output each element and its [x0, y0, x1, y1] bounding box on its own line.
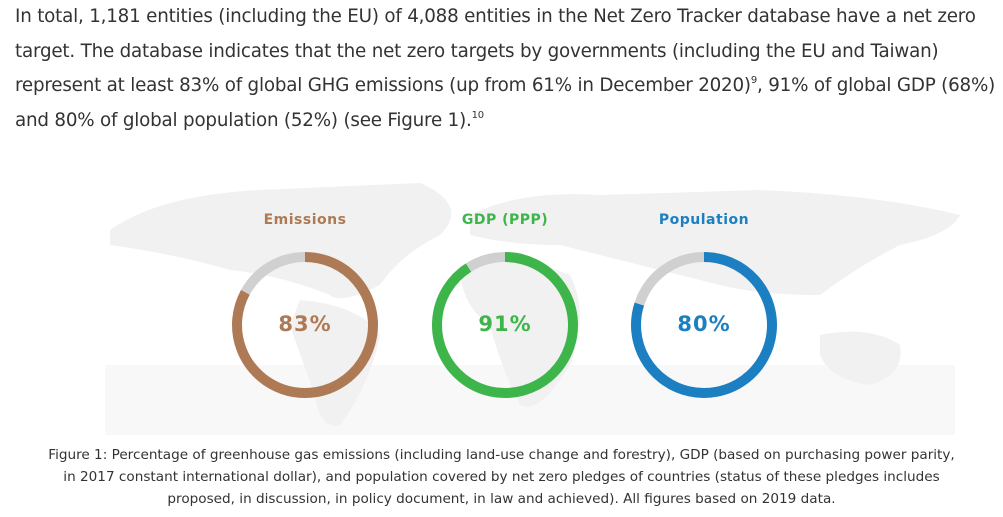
donut-segment — [232, 252, 378, 398]
value-label: 83% — [278, 312, 331, 336]
value-label: 91% — [478, 312, 531, 336]
figure-caption: Figure 1: Percentage of greenhouse gas e… — [48, 447, 955, 507]
donut-segment — [631, 252, 777, 398]
chart-title: Emissions — [264, 212, 347, 228]
chart-title: Population — [659, 212, 749, 228]
paragraph: In total, 1,181 entities (including the … — [15, 0, 1000, 138]
figure: Emissions 83% GDP (PPP) 91% Population 80% — [105, 183, 960, 435]
donut-segment — [432, 252, 578, 398]
donut-segment — [241, 252, 306, 295]
text: In total, 1,181 entities (including the … — [15, 6, 976, 96]
value-label: 80% — [677, 312, 730, 336]
chart-title: GDP (PPP) — [462, 212, 548, 228]
footnote-ref: 9 — [750, 75, 758, 86]
footnote-ref: 10 — [471, 109, 485, 121]
text: , 91% of global GDP (68%) and 80% of glo… — [15, 75, 996, 131]
donut-segment — [465, 252, 506, 272]
donut-segment — [634, 252, 705, 306]
